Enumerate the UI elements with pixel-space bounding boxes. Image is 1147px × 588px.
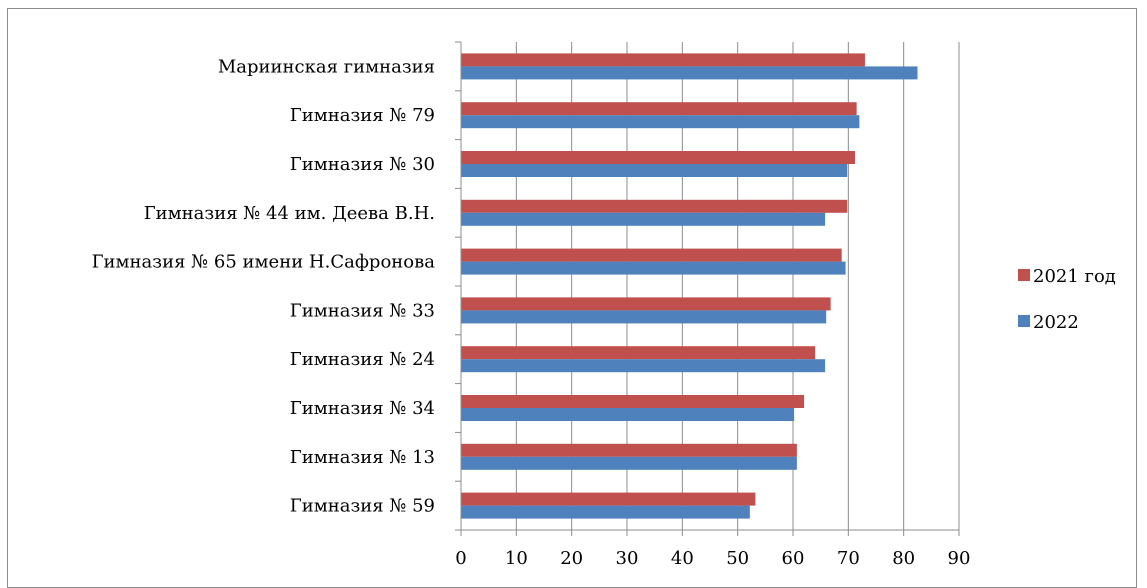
bar-series2-8: [461, 456, 797, 470]
axes: [455, 41, 960, 536]
category-label-5: Гимназия № 33: [290, 300, 435, 321]
bar-series1-9: [461, 492, 756, 506]
bar-series1-3: [461, 199, 848, 213]
bar-series2-5: [461, 310, 827, 324]
bar-series2-9: [461, 505, 750, 519]
category-label-7: Гимназия № 34: [290, 398, 435, 419]
category-label-4: Гимназия № 65 имени Н.Сафронова: [92, 252, 436, 273]
x-tick-label-10: 10: [505, 548, 528, 569]
bar-series1-2: [461, 151, 855, 164]
x-tick-label-0: 0: [455, 548, 466, 569]
bar-series2-4: [461, 261, 846, 275]
bar-series2-6: [461, 359, 826, 373]
bar-series1-4: [461, 248, 842, 262]
x-tick-label-80: 80: [892, 548, 915, 569]
category-label-1: Гимназия № 79: [290, 105, 435, 126]
bar-series2-7: [461, 408, 795, 421]
bar-series2-3: [461, 212, 826, 226]
x-tick-label-50: 50: [726, 548, 749, 569]
category-label-8: Гимназия № 13: [290, 447, 435, 468]
bar-series1-8: [461, 443, 797, 457]
legend-label-1: 2022: [1033, 312, 1079, 333]
legend-label-0: 2021 год: [1033, 266, 1116, 287]
category-label-0: Мариинская гимназия: [218, 56, 435, 77]
x-tick-label-70: 70: [837, 548, 860, 569]
x-tick-label-60: 60: [782, 548, 805, 569]
x-tick-label-40: 40: [671, 548, 694, 569]
category-labels: Мариинская гимназия Гимназия № 79 Гимназия…: [92, 56, 436, 516]
category-label-3: Гимназия № 44 им. Деева В.Н.: [144, 203, 435, 224]
bar-series1-1: [461, 102, 857, 116]
x-tick-label-20: 20: [560, 548, 583, 569]
bar-series1-0: [461, 53, 865, 67]
legend-swatch-0: [1018, 269, 1030, 281]
bar-series2-1: [461, 115, 860, 129]
bar-series1-7: [461, 395, 805, 408]
category-label-9: Гимназия № 59: [290, 496, 435, 517]
category-label-2: Гимназия № 30: [290, 154, 435, 175]
bar-series2-2: [461, 164, 848, 177]
legend-swatch-1: [1018, 315, 1030, 327]
bars: [461, 53, 918, 519]
bar-series2-0: [461, 66, 918, 80]
category-label-6: Гимназия № 24: [290, 349, 435, 370]
x-tick-label-90: 90: [948, 548, 971, 569]
bar-series1-5: [461, 297, 831, 311]
x-tick-label-30: 30: [616, 548, 639, 569]
legend: 2021 год 2022: [1018, 266, 1116, 333]
x-tick-labels: 0 10 20 30 40 50 60 70 80 90: [455, 548, 970, 569]
bar-series1-6: [461, 346, 816, 360]
